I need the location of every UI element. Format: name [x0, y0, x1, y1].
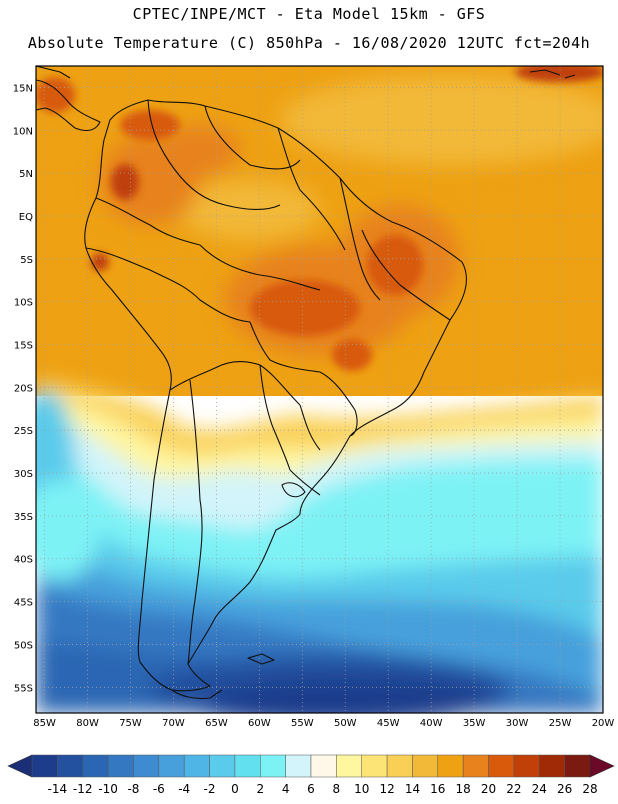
- colorbar-swatch: [158, 754, 185, 778]
- lon-tick-label: 45W: [377, 718, 400, 729]
- colorbar-swatch: [57, 754, 83, 778]
- colorbar-label: -14: [48, 782, 68, 796]
- lat-tick-label: 25S: [14, 426, 33, 437]
- map-frame: [35, 65, 604, 714]
- colorbar-swatch: [209, 754, 236, 778]
- colorbar-label: 18: [456, 782, 471, 796]
- lon-tick-label: 65W: [205, 718, 228, 729]
- lon-tick-label: 70W: [162, 718, 185, 729]
- lat-tick-label: 15N: [13, 83, 33, 94]
- colorbar-label: -10: [98, 782, 118, 796]
- colorbar-label: 6: [307, 782, 315, 796]
- lon-tick-label: 35W: [463, 718, 486, 729]
- lat-tick-label: 45S: [14, 598, 33, 609]
- colorbar-swatch: [31, 754, 58, 778]
- lon-tick-label: 30W: [506, 718, 529, 729]
- lat-tick-label: 35S: [14, 512, 33, 523]
- lon-tick-label: 50W: [334, 718, 357, 729]
- lat-tick-label: 15S: [14, 341, 33, 352]
- colorbar-swatch: [539, 754, 565, 778]
- colorbar-label: 8: [333, 782, 341, 796]
- colorbar-label: 2: [256, 782, 264, 796]
- colorbar-label: 0: [231, 782, 239, 796]
- lon-tick-label: 40W: [420, 718, 443, 729]
- lon-tick-label: 80W: [76, 718, 99, 729]
- lat-tick-label: 30S: [14, 469, 33, 480]
- colorbar-swatch: [462, 754, 489, 778]
- colorbar-label: -8: [127, 782, 139, 796]
- colorbar-swatch: [234, 754, 261, 778]
- colorbar-label: 14: [405, 782, 420, 796]
- lat-tick-label: 10S: [14, 298, 33, 309]
- colorbar-label: 22: [506, 782, 521, 796]
- colorbar-label: -2: [204, 782, 216, 796]
- colorbar-label: 4: [282, 782, 290, 796]
- lat-tick-label: 55S: [14, 683, 33, 694]
- colorbar-swatch: [564, 754, 591, 778]
- colorbar: -14 -12 -10 -8 -6 -4 -2 0 2 4 6 8 10 12 14 16 18 20 22 24 26…: [7, 754, 615, 796]
- colorbar-swatch: [133, 754, 160, 778]
- chart-title-line2: Absolute Temperature (C) 850hPa - 16/08/…: [27, 34, 591, 52]
- map-grid: [36, 66, 603, 713]
- colorbar-swatch: [82, 754, 109, 778]
- lat-tick-label: 20S: [14, 383, 33, 394]
- lon-tick-label: 25W: [549, 718, 572, 729]
- longitude-axis: 85W 80W 75W 70W 65W 60W 55W 50W 45W 40W 35W 30W 25W 2…: [33, 718, 614, 729]
- lon-tick-label: 85W: [33, 718, 56, 729]
- lat-tick-label: 40S: [14, 555, 33, 566]
- lat-tick-label: EQ: [19, 212, 33, 223]
- colorbar-label: 24: [532, 782, 547, 796]
- lat-tick-label: 5S: [20, 255, 33, 266]
- colorbar-low-arrow: [7, 754, 33, 778]
- colorbar-swatch: [412, 754, 439, 778]
- colorbar-swatch: [488, 754, 515, 778]
- colorbar-label: 20: [481, 782, 496, 796]
- colorbar-high-arrow: [589, 754, 615, 778]
- colorbar-swatch: [260, 754, 286, 778]
- colorbar-swatch: [437, 754, 464, 778]
- temperature-field: [36, 66, 603, 713]
- lat-tick-label: 50S: [14, 640, 33, 651]
- colorbar-label: -4: [178, 782, 190, 796]
- colorbar-label: 16: [430, 782, 445, 796]
- colorbar-swatch: [107, 754, 134, 778]
- colorbar-swatch: [183, 754, 210, 778]
- lat-tick-label: 5N: [19, 169, 33, 180]
- lon-tick-label: 60W: [248, 718, 271, 729]
- colorbar-label: 28: [582, 782, 597, 796]
- colorbar-label: 26: [557, 782, 572, 796]
- colorbar-label: -6: [153, 782, 165, 796]
- colorbar-label: 12: [379, 782, 394, 796]
- colorbar-swatch: [386, 754, 413, 778]
- colorbar-label: -12: [73, 782, 93, 796]
- colorbar-label: 10: [354, 782, 369, 796]
- latitude-axis: 15N 10N 5N EQ 5S 10S 15S 20S 25S 30S 35S 40S 45S 50S 5…: [13, 83, 33, 694]
- chart-title-line1: CPTEC/INPE/MCT - Eta Model 15km - GFS: [132, 5, 486, 23]
- colorbar-swatch: [336, 754, 362, 778]
- colorbar-swatch: [310, 754, 337, 778]
- coastlines: [36, 66, 576, 700]
- colorbar-swatch: [361, 754, 388, 778]
- lat-tick-label: 10N: [13, 126, 33, 137]
- lon-tick-label: 75W: [119, 718, 142, 729]
- lon-tick-label: 20W: [592, 718, 615, 729]
- lon-tick-label: 55W: [291, 718, 314, 729]
- colorbar-swatch: [285, 754, 312, 778]
- colorbar-swatch: [513, 754, 540, 778]
